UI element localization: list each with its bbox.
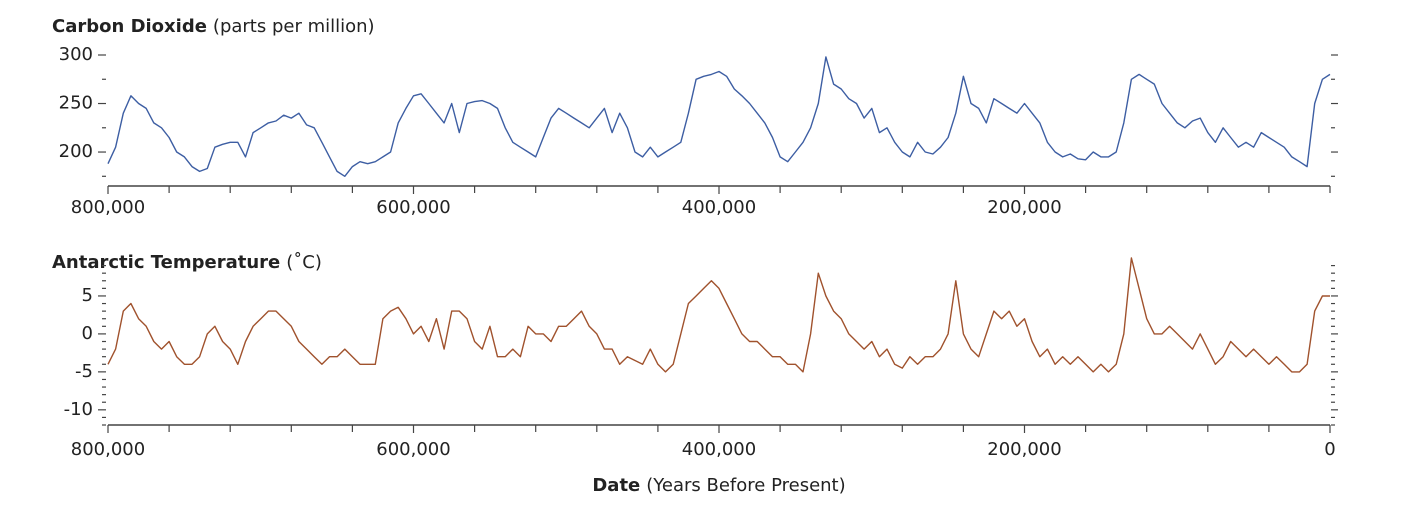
y-tick-label: 200 [59, 141, 93, 162]
y-tick-label: 300 [59, 44, 93, 65]
x-tick-label: 600,000 [376, 439, 450, 460]
title-main: Antarctic Temperature [52, 252, 280, 273]
x-tick-label: 0 [1324, 439, 1335, 460]
data-line [107, 56, 1331, 177]
x-tick-label: 400,000 [682, 197, 756, 218]
x-tick-label: 200,000 [987, 197, 1061, 218]
y-tick-label: -10 [64, 399, 93, 420]
title-main: Carbon Dioxide [52, 16, 207, 37]
x-tick-label: 400,000 [682, 439, 756, 460]
y-tick-label: 5 [82, 285, 93, 306]
y-tick-label: -5 [75, 361, 93, 382]
y-tick-label: 250 [59, 93, 93, 114]
chart-title: Carbon Dioxide (parts per million) [52, 16, 375, 37]
x-label-units: (Years Before Present) [646, 475, 845, 496]
x-tick-label: 200,000 [987, 439, 1061, 460]
chart-title: Antarctic Temperature (˚C) [52, 252, 322, 273]
title-units: (˚C) [286, 252, 322, 273]
title-units: (parts per million) [213, 16, 375, 37]
x-label-main: Date [592, 475, 640, 496]
x-axis-label: Date (Years Before Present) [592, 475, 845, 496]
x-tick-label: 600,000 [376, 197, 450, 218]
x-tick-label: 800,000 [71, 197, 145, 218]
data-line [107, 257, 1330, 373]
x-tick-label: 800,000 [71, 439, 145, 460]
y-tick-label: 0 [82, 323, 93, 344]
